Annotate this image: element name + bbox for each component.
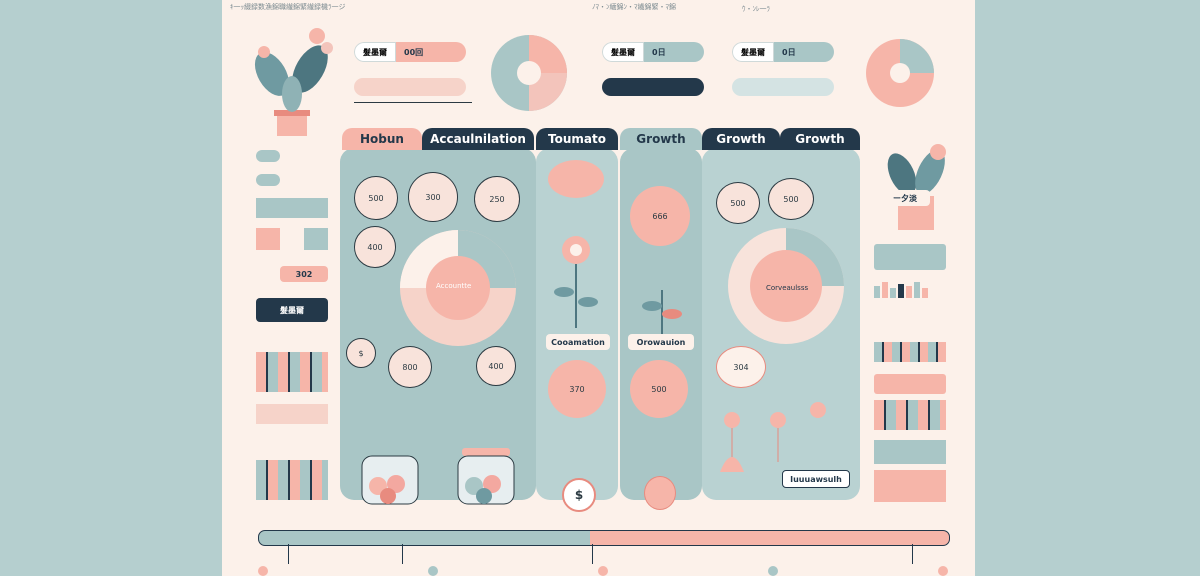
donut-label: Accountte (436, 282, 472, 290)
value-circle: 400 (476, 346, 516, 386)
top-pill-1: 髮墨爾 00回 (354, 42, 466, 62)
timeline-tick (288, 544, 289, 564)
infographic-poster: ｷ一ｯ綴録数漁錦職繊錦緊繊録機ﾗ一ジ ﾉﾏ・ﾝ緬錦ﾝ・ﾏ繊錦緊・ﾏ錦 ｳ・ﾝﾚ一… (222, 0, 975, 576)
right-block-1 (874, 244, 946, 270)
left-block-2 (256, 228, 328, 250)
growth-label: Orowauion (628, 334, 694, 350)
value-circle: 400 (354, 226, 396, 268)
right-pink-block (874, 374, 946, 394)
right-striped-bar (874, 342, 946, 362)
top-pill-3: 髮墨爾 0日 (732, 42, 834, 62)
value-circle: 666 (630, 186, 690, 246)
left-dark-tag: 髮墨爾 (256, 298, 328, 322)
right-bar-chart (874, 282, 928, 298)
coin-icon: $ (346, 338, 376, 368)
timeline-legend (258, 566, 948, 576)
right-table-block (874, 400, 946, 430)
left-tag: 302 (280, 266, 328, 282)
top-pill-2b (602, 78, 704, 96)
top-caption-left: ｷ一ｯ綴録数漁錦職繊錦緊繊録機ﾗ一ジ (230, 3, 346, 11)
header-growth-right-a: Growth (702, 128, 780, 150)
top-pill-3b (732, 78, 834, 96)
right-block-2 (874, 440, 946, 464)
seedling-icon (642, 290, 682, 336)
header-accumulation: Accaulnilation (422, 128, 534, 150)
dollar-icon: $ (562, 478, 596, 512)
top-caption-mid: ﾉﾏ・ﾝ緬錦ﾝ・ﾏ繊錦緊・ﾏ錦 (592, 3, 676, 11)
potted-plant-right (887, 144, 946, 230)
left-mini-pill (256, 174, 280, 186)
top-pill-1b (354, 78, 466, 96)
donut-label: Corveaulsss (766, 284, 809, 292)
value-circle: 500 (630, 360, 688, 418)
value-circle: 500 (354, 176, 398, 220)
header-growth-mid: Growth (620, 128, 702, 150)
left-table-block (256, 352, 328, 392)
flower-illustration (554, 236, 598, 328)
pink-bubble (548, 160, 604, 198)
timeline-tick (402, 544, 403, 564)
flow-diagram (720, 402, 826, 472)
accumulation-donut-chart (400, 230, 516, 346)
coin-jar-right (457, 448, 515, 505)
growth-box-label: Iuuuawsulh (782, 470, 850, 488)
left-table-block-2 (256, 460, 328, 500)
left-pink-block (256, 404, 328, 424)
header-growth-right-b: Growth (780, 128, 860, 150)
piggy-bank-icon (644, 476, 676, 510)
timeline-bar (258, 530, 950, 546)
timeline-tick (592, 544, 593, 564)
right-plant-tag: ー夕淡 (880, 190, 930, 206)
value-circle: 500 (716, 182, 760, 224)
potted-plant-illustration (254, 28, 333, 136)
left-block-1 (256, 198, 328, 218)
left-mini-pill (256, 150, 280, 162)
value-circle: 800 (388, 346, 432, 388)
header-toumato: Toumato (536, 128, 618, 150)
right-block-3 (874, 470, 946, 502)
top-right-pie (866, 39, 934, 107)
top-pill-2: 髮墨爾 0日 (602, 42, 704, 62)
value-circle: 370 (548, 360, 606, 418)
coin-jar-left (361, 448, 419, 505)
value-circle: 250 (474, 176, 520, 222)
timeline-tick (912, 544, 913, 564)
flower-label: Cooamation (546, 334, 610, 350)
value-circle: 304 (716, 346, 766, 388)
header-hobun: Hobun (342, 128, 422, 150)
top-caption-right: ｳ・ﾝﾚ一ﾗ (742, 5, 770, 13)
value-circle: 300 (408, 172, 458, 222)
growth-donut-chart (728, 228, 844, 344)
top-pie-chart (491, 35, 567, 111)
value-circle: 500 (768, 178, 814, 220)
divider-line (354, 102, 472, 103)
